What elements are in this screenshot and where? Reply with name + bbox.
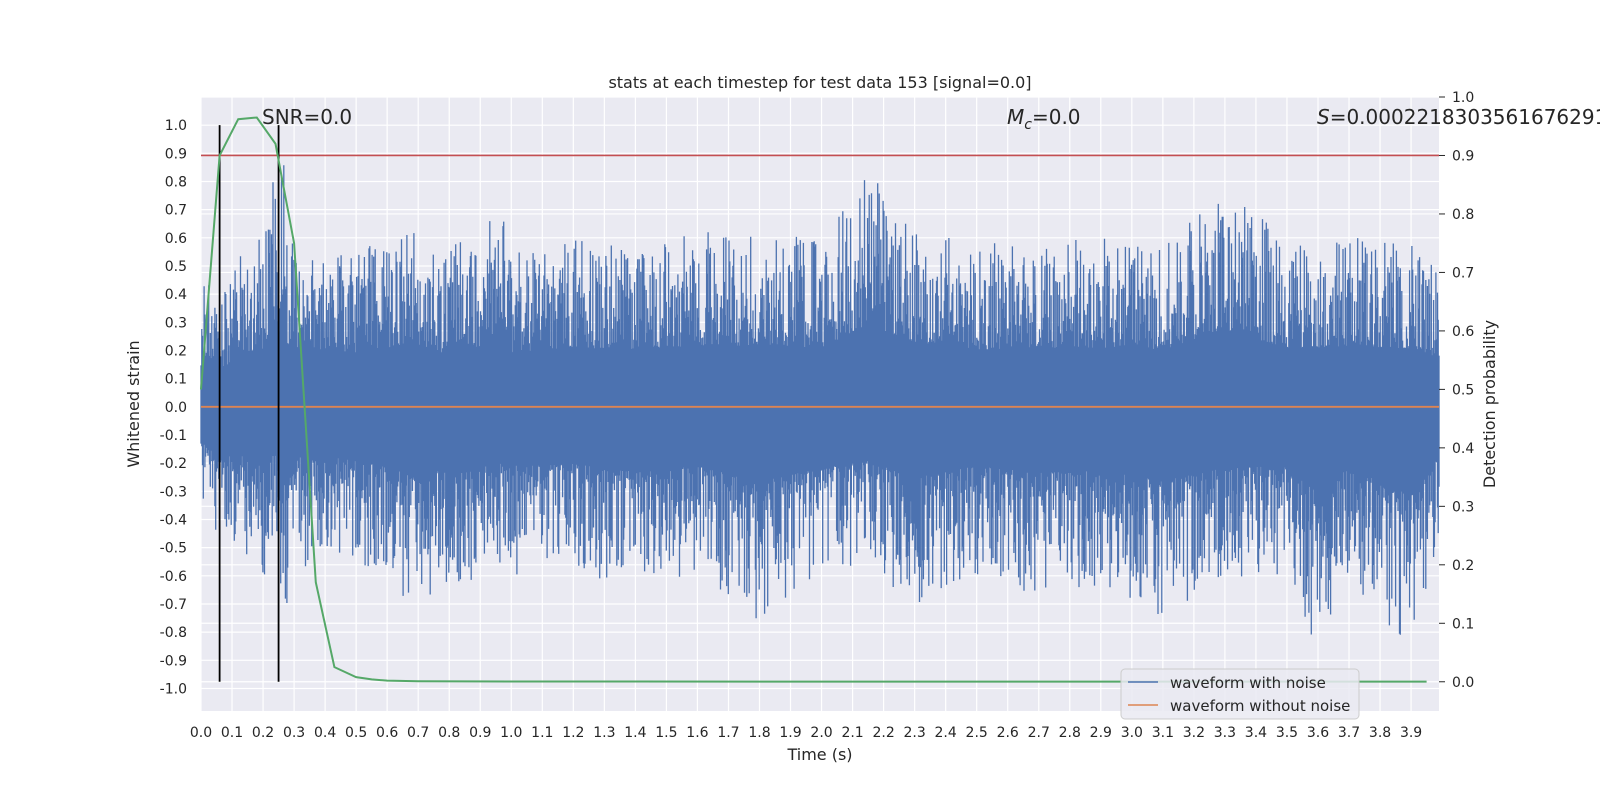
- y-tick-label-left: 0.5: [165, 259, 187, 275]
- x-tick-label: 0.7: [407, 725, 429, 741]
- chirp-mass-annotation: Mc=0.0: [1007, 105, 1081, 133]
- y-tick-label-left: 0.1: [165, 372, 187, 388]
- x-tick-label: 3.5: [1276, 725, 1298, 741]
- y-tick-label-left: -0.8: [160, 625, 187, 641]
- y-tick-label-left: -1.0: [160, 681, 187, 697]
- x-tick-label: 0.6: [376, 725, 398, 741]
- x-tick-label: 3.2: [1183, 725, 1205, 741]
- x-tick-label: 1.2: [562, 725, 584, 741]
- x-tick-label: 2.7: [1028, 725, 1050, 741]
- x-tick-label: 0.1: [221, 725, 243, 741]
- y-tick-label-left: -0.1: [160, 428, 187, 444]
- x-tick-label: 0.8: [438, 725, 460, 741]
- y-tick-label-left: 0.2: [165, 343, 187, 359]
- y-tick-label-right: 0.8: [1452, 207, 1474, 223]
- y-tick-label-right: 0.1: [1452, 616, 1474, 632]
- y-axis-label-left: Whitened strain: [124, 340, 143, 467]
- x-tick-label: 2.5: [966, 725, 988, 741]
- x-tick-label: 1.5: [655, 725, 677, 741]
- x-tick-label: 3.9: [1400, 725, 1422, 741]
- x-tick-label: 3.6: [1307, 725, 1329, 741]
- chart-title: stats at each timestep for test data 153…: [608, 73, 1031, 92]
- legend: waveform with noise waveform without noi…: [1120, 668, 1360, 720]
- y-tick-label-right: 0.0: [1452, 675, 1474, 691]
- x-tick-label: 0.0: [190, 725, 212, 741]
- y-tick-label-left: 0.4: [165, 287, 187, 303]
- x-tick-label: 0.4: [314, 725, 336, 741]
- mc-subscript: c: [1024, 117, 1032, 133]
- x-tick-label: 3.7: [1338, 725, 1360, 741]
- snr-annotation: SNR=0.0: [262, 105, 352, 129]
- y-tick-label-left: -0.9: [160, 653, 187, 669]
- x-tick-label: 1.0: [500, 725, 522, 741]
- x-tick-label: 3.3: [1214, 725, 1236, 741]
- x-tick-label: 3.4: [1245, 725, 1267, 741]
- y-tick-label-left: -0.7: [160, 597, 187, 613]
- x-tick-label: 0.9: [469, 725, 491, 741]
- y-tick-label-right: 1.0: [1452, 90, 1474, 106]
- x-tick-label: 1.7: [717, 725, 739, 741]
- x-tick-label: 0.3: [283, 725, 305, 741]
- y-tick-label-right: 0.4: [1452, 441, 1474, 457]
- y-axis-label-right: Detection probability: [1480, 320, 1499, 488]
- tick-labels: 0.0 0.1 0.2 0.3 0.4 0.5 0.6 0.7 0.8 0.9 1.0 1.1 1.2 1…: [160, 90, 1475, 741]
- y-tick-label-left: -0.5: [160, 541, 187, 557]
- x-tick-label: 0.2: [252, 725, 274, 741]
- y-tick-label-left: 0.3: [165, 315, 187, 331]
- y-tick-label-right: 0.2: [1452, 558, 1474, 574]
- y-tick-label-left: 0.8: [165, 174, 187, 190]
- y-tick-label-right: 0.3: [1452, 499, 1474, 515]
- y-tick-label-left: -0.4: [160, 512, 187, 528]
- y-tick-label-left: 0.0: [165, 400, 187, 416]
- x-tick-label: 3.0: [1121, 725, 1143, 741]
- x-tick-label: 2.2: [872, 725, 894, 741]
- series-detection-probability: [200, 116, 1427, 683]
- y-tick-label-left: -0.3: [160, 484, 187, 500]
- chart-marks: [200, 116, 1440, 683]
- x-tick-label: 0.5: [345, 725, 367, 741]
- mc-symbol: M: [1007, 105, 1024, 129]
- s-symbol: S: [1317, 105, 1330, 129]
- y-tick-label-right: 0.5: [1452, 382, 1474, 398]
- y-tick-label-left: -0.6: [160, 569, 187, 585]
- x-tick-label: 3.1: [1152, 725, 1174, 741]
- x-tick-label: 2.6: [997, 725, 1019, 741]
- x-tick-label: 2.9: [1090, 725, 1112, 741]
- y-tick-label-right: 0.9: [1452, 148, 1474, 164]
- legend-label-clean: waveform without noise: [1170, 697, 1350, 715]
- series-waveform-with-noise: [200, 165, 1440, 635]
- legend-label-noise: waveform with noise: [1170, 674, 1326, 692]
- y-tick-label-left: 0.6: [165, 231, 187, 247]
- x-axis-label: Time (s): [786, 745, 852, 764]
- x-tick-label: 2.8: [1059, 725, 1081, 741]
- x-tick-label: 1.9: [779, 725, 801, 741]
- x-tick-label: 2.4: [935, 725, 957, 741]
- y-tick-label-right: 0.7: [1452, 265, 1474, 281]
- x-tick-label: 1.8: [748, 725, 770, 741]
- y-tick-label-right: 0.6: [1452, 324, 1474, 340]
- x-tick-label: 1.1: [531, 725, 553, 741]
- y-tick-label-left: -0.2: [160, 456, 187, 472]
- x-tick-label: 2.3: [904, 725, 926, 741]
- y-tick-label-left: 1.0: [165, 118, 187, 134]
- legend-box: [1120, 668, 1360, 720]
- x-tick-label: 1.3: [593, 725, 615, 741]
- x-tick-label: 1.4: [624, 725, 646, 741]
- x-tick-label: 2.1: [841, 725, 863, 741]
- x-tick-label: 1.6: [686, 725, 708, 741]
- mc-value: =0.0: [1032, 105, 1081, 129]
- s-annotation: S=0.00022183035616762916: [1317, 105, 1600, 129]
- y-tick-label-left: 0.7: [165, 203, 187, 219]
- y-tick-label-left: 0.9: [165, 146, 187, 162]
- x-tick-label: 2.0: [810, 725, 832, 741]
- x-tick-label: 3.8: [1369, 725, 1391, 741]
- s-value: =0.00022183035616762916: [1330, 105, 1600, 129]
